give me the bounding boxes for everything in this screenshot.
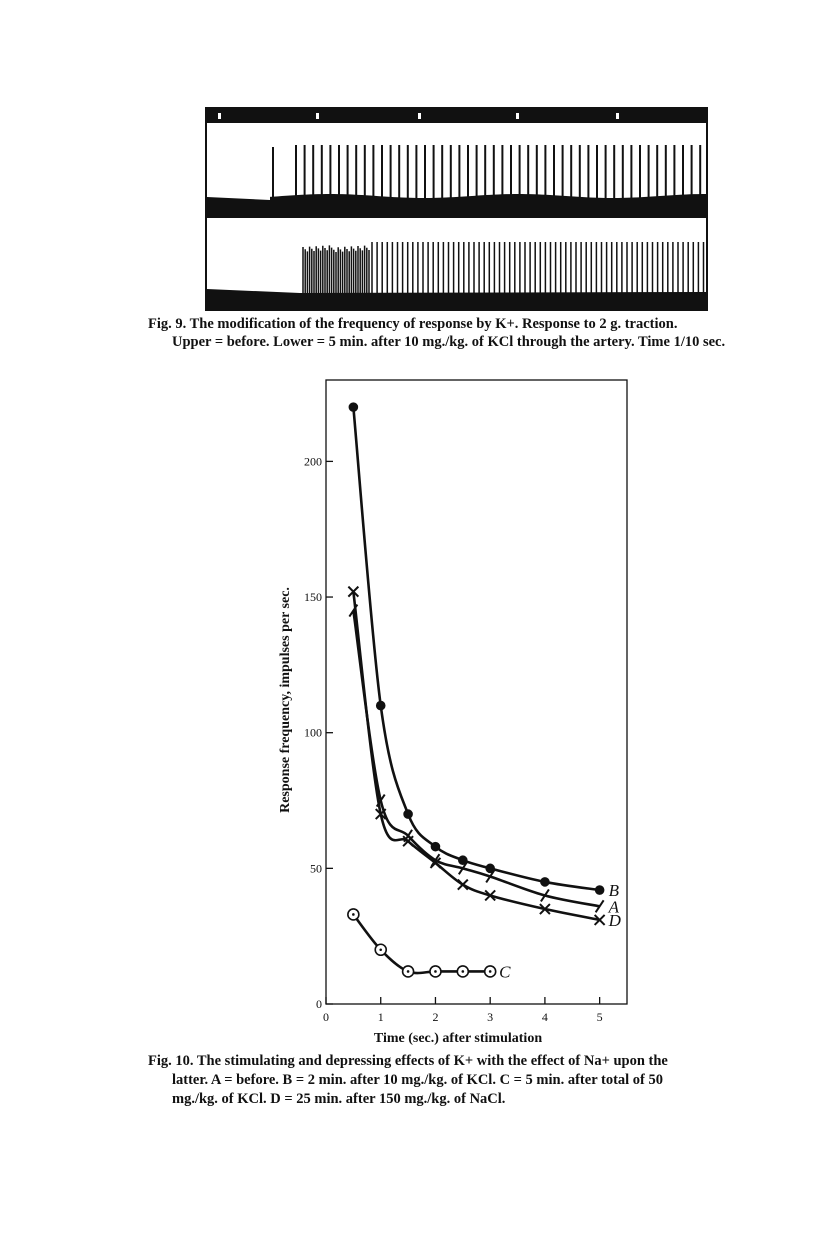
point-center xyxy=(434,970,437,973)
x-tick-label: 1 xyxy=(378,1010,384,1024)
lower-spikes xyxy=(302,242,705,293)
point xyxy=(457,861,468,875)
series-label: D xyxy=(608,911,622,930)
series-label: B xyxy=(609,881,620,900)
upper-spikes xyxy=(272,145,702,200)
point xyxy=(374,943,388,957)
point xyxy=(458,855,468,866)
x-tick-label: 5 xyxy=(597,1010,603,1024)
point-center xyxy=(352,913,355,916)
point xyxy=(539,903,551,915)
series-line xyxy=(352,407,600,892)
point xyxy=(402,835,414,847)
series-line xyxy=(352,913,491,975)
fig10-caption-line: latter. A = before. B = 2 min. after 10 … xyxy=(172,1072,664,1088)
point xyxy=(485,869,496,884)
point xyxy=(485,863,495,874)
point xyxy=(375,700,386,711)
oscillograph-record xyxy=(205,107,708,311)
y-tick-label: 0 xyxy=(316,997,322,1011)
chart: Time (sec.) after stimulation Response f… xyxy=(278,379,628,1046)
point xyxy=(348,402,359,412)
fig10-caption-line: Fig. 10. The stimulating and depressing … xyxy=(148,1053,668,1069)
point xyxy=(540,888,550,903)
fig10-caption-line: mg./kg. of KCl. D = 25 min. after 150 mg… xyxy=(172,1091,506,1107)
y-tick-label: 150 xyxy=(304,590,322,604)
y-tick-label: 200 xyxy=(304,454,322,468)
fig9-caption-line: Fig. 9. The modification of the frequenc… xyxy=(148,316,678,332)
upper-trace xyxy=(207,194,706,203)
point-center xyxy=(406,970,410,973)
point xyxy=(593,914,606,926)
point xyxy=(347,585,360,598)
series-label: A xyxy=(608,897,620,916)
time-marker xyxy=(418,113,421,119)
plot-frame xyxy=(325,379,628,1005)
lower-panel xyxy=(207,218,706,294)
x-tick-label: 3 xyxy=(487,1010,493,1024)
series-label: C xyxy=(499,962,511,981)
y-tick-label: 100 xyxy=(304,726,322,740)
point-center xyxy=(461,970,465,973)
point-center xyxy=(379,948,383,952)
point xyxy=(401,965,415,978)
point xyxy=(430,841,441,852)
point xyxy=(456,965,470,978)
y-tick-label: 50 xyxy=(310,861,322,875)
fig9-caption-line: Upper = before. Lower = 5 min. after 10 … xyxy=(172,334,726,350)
time-marker xyxy=(616,113,619,119)
point xyxy=(483,965,497,978)
point xyxy=(347,908,360,921)
x-tick-label: 4 xyxy=(542,1010,548,1024)
point xyxy=(403,809,413,819)
point xyxy=(429,965,442,978)
point xyxy=(540,877,550,887)
time-marker xyxy=(516,113,519,119)
point xyxy=(594,885,605,895)
y-axis-label: Response frequency, impulses per sec. xyxy=(278,587,293,813)
x-tick-label: 2 xyxy=(432,1010,438,1024)
x-tick-label: 0 xyxy=(323,1010,329,1024)
point xyxy=(457,878,469,891)
point-center xyxy=(488,970,492,973)
point xyxy=(594,899,605,913)
time-marker xyxy=(218,113,221,119)
point xyxy=(484,889,496,902)
point xyxy=(375,808,387,820)
point xyxy=(429,857,442,869)
x-axis-label: Time (sec.) after stimulation xyxy=(374,1031,542,1046)
time-marker xyxy=(316,113,319,119)
